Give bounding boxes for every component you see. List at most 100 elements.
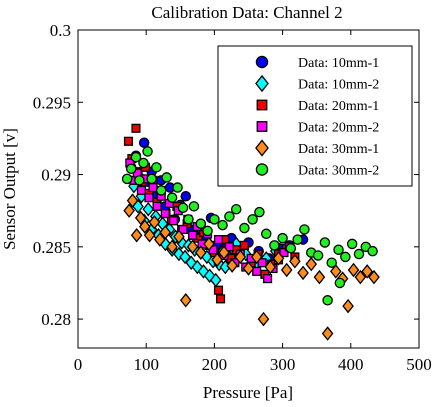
data-point	[215, 294, 226, 304]
data-point	[123, 203, 135, 218]
legend-entry: Data: 30mm-1	[255, 139, 379, 157]
legend-label: Data: 30mm-1	[298, 142, 379, 157]
chart-title: Calibration Data: Channel 2	[151, 3, 342, 22]
data-point	[151, 162, 162, 173]
data-point	[179, 293, 192, 308]
data-point	[173, 229, 185, 244]
data-point	[160, 209, 170, 219]
data-point	[209, 214, 220, 225]
data-point	[143, 228, 156, 243]
data-point	[247, 214, 258, 225]
data-point	[142, 201, 155, 217]
data-point	[263, 274, 273, 284]
data-point	[146, 173, 157, 185]
data-point	[134, 175, 145, 186]
legend-label: Data: 20mm-1	[298, 99, 379, 114]
y-tick-label: 0.3	[50, 21, 71, 40]
data-point	[152, 201, 162, 211]
y-axis-label: Sensor Output [v]	[0, 128, 19, 250]
data-point	[342, 298, 354, 314]
y-tick-label: 0.28	[41, 310, 71, 329]
data-point	[213, 235, 224, 245]
data-point	[333, 244, 344, 255]
data-point	[138, 157, 149, 169]
data-point	[353, 248, 365, 260]
legend: Data: 10mm-1 Data: 10mm-2 Data: 20mm-1 Data…	[217, 45, 413, 187]
data-point	[368, 269, 380, 285]
data-point	[289, 254, 301, 269]
data-point	[224, 211, 235, 222]
legend-marker	[256, 99, 268, 111]
data-point	[313, 269, 326, 285]
data-point	[297, 265, 309, 281]
data-point	[329, 264, 342, 279]
legend-entry: Data: 30mm-2	[255, 163, 379, 179]
data-point	[211, 252, 223, 268]
data-point	[148, 182, 158, 193]
data-point	[154, 232, 166, 247]
series-6	[121, 146, 378, 306]
x-tick-label: 200	[202, 355, 228, 374]
data-point	[218, 245, 230, 260]
data-point	[230, 203, 242, 215]
data-point	[242, 261, 255, 276]
data-point	[183, 214, 194, 225]
data-point	[257, 311, 270, 327]
data-point	[188, 230, 198, 240]
data-point	[217, 219, 228, 231]
x-tick-label: 300	[270, 355, 296, 374]
data-point	[264, 259, 277, 275]
data-point	[134, 210, 147, 226]
legend-entry: Data: 20mm-2	[256, 121, 379, 136]
plot-area	[121, 123, 380, 341]
data-point	[254, 206, 265, 218]
y-tick-label: 0.295	[33, 93, 71, 112]
legend-entry: Data: 10mm-2	[255, 74, 379, 93]
data-point	[346, 238, 358, 250]
data-point	[166, 239, 178, 255]
data-point	[260, 228, 272, 240]
x-tick-label: 500	[406, 355, 432, 374]
data-point	[277, 232, 288, 244]
legend-entry: Data: 20mm-1	[256, 99, 379, 114]
data-point	[130, 151, 142, 163]
data-point	[213, 285, 224, 295]
data-point	[178, 224, 188, 235]
data-point	[226, 258, 238, 273]
data-point	[257, 258, 267, 268]
legend-marker	[255, 74, 269, 93]
data-point	[334, 277, 346, 289]
data-point	[177, 202, 189, 214]
data-point	[121, 173, 133, 185]
data-point	[367, 245, 378, 257]
x-tick-label: 100	[133, 355, 159, 374]
data-point	[203, 236, 215, 252]
data-point	[126, 193, 139, 208]
data-point	[347, 262, 360, 278]
data-point	[159, 225, 172, 240]
legend-label: Data: 10mm-2	[298, 78, 379, 93]
data-point	[280, 262, 293, 278]
axis-ticks: 0 100 200 300 400 500 0.28 0.285 0.29 0.295 0.3	[33, 21, 432, 374]
series-5	[123, 193, 380, 341]
data-point	[194, 245, 207, 260]
data-point	[361, 264, 373, 279]
x-tick-label: 400	[338, 355, 364, 374]
data-point	[138, 137, 150, 148]
axes-box	[77, 29, 420, 349]
legend-marker	[255, 139, 269, 157]
x-tick-label: 0	[74, 355, 83, 374]
data-point	[166, 192, 178, 203]
data-point	[224, 242, 234, 252]
data-point	[354, 269, 367, 285]
data-point	[326, 257, 337, 268]
data-point	[202, 225, 213, 237]
data-point	[139, 219, 151, 234]
data-point	[142, 146, 153, 157]
legend-marker	[256, 121, 268, 132]
data-point	[312, 250, 324, 261]
data-point	[305, 256, 318, 272]
data-point	[250, 249, 263, 265]
data-point	[195, 218, 207, 229]
